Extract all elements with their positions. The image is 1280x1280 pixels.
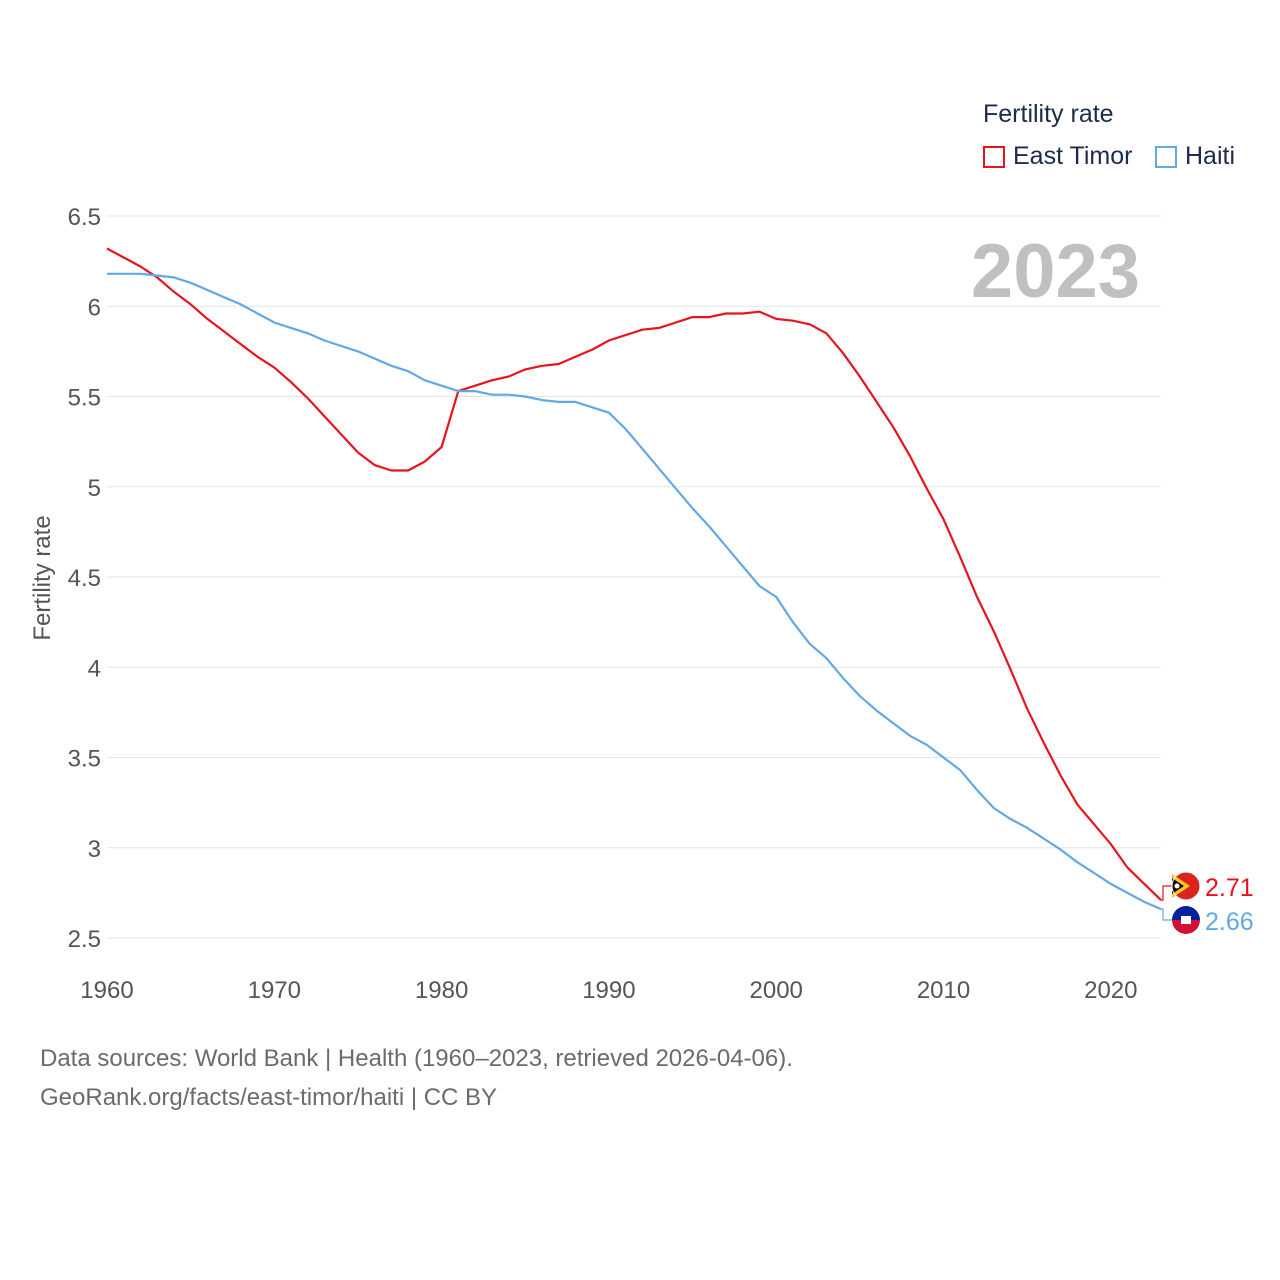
y-tick-label: 3.5 [68, 746, 101, 773]
legend-swatch-east-timor [983, 145, 1005, 168]
y-tick-label: 4.5 [68, 565, 101, 592]
y-tick-label: 2.5 [68, 926, 101, 953]
x-tick-label: 2020 [1084, 977, 1137, 1004]
footer-credit[interactable]: GeoRank.org/facts/east-timor/haiti | CC … [40, 1084, 498, 1111]
end-value-label-haiti: 2.66 [1205, 908, 1254, 936]
end-value-label-east-timor: 2.71 [1205, 874, 1254, 902]
y-tick-label: 3 [88, 836, 101, 863]
legend-title: Fertility rate [983, 100, 1114, 128]
legend-label-east-timor: East Timor [1013, 142, 1133, 170]
x-tick-labels: 1960 1970 1980 1990 2000 2010 2020 [80, 977, 1137, 1004]
series-line-haiti [107, 272, 1162, 911]
x-tick-label: 2000 [750, 977, 803, 1004]
flag-haiti [1172, 906, 1200, 934]
footer-sources: Data sources: World Bank | Health (1960–… [40, 1045, 793, 1072]
x-tick-label: 1990 [582, 977, 635, 1004]
y-tick-label: 6 [88, 294, 101, 321]
y-tick-labels: 2.5 3 3.5 4 4.5 5 5.5 6 6.5 [68, 204, 101, 953]
series-lines [106, 247, 1162, 911]
end-markers: 2.71 2.66 [1161, 871, 1254, 936]
y-axis-label: Fertility rate [29, 515, 56, 641]
y-tick-label: 4 [88, 655, 101, 682]
y-tick-label: 6.5 [68, 204, 101, 231]
y-tick-label: 5.5 [68, 385, 101, 412]
current-year-label: 2023 [970, 229, 1140, 314]
legend-item-east-timor[interactable]: East Timor [983, 142, 1132, 171]
legend-item-haiti[interactable]: Haiti [1155, 142, 1235, 171]
legend-swatch-haiti [1155, 145, 1177, 168]
y-tick-label: 5 [88, 475, 101, 502]
connector-east-timor [1161, 885, 1174, 901]
x-tick-label: 1980 [415, 977, 468, 1004]
legend-label-haiti: Haiti [1185, 142, 1236, 170]
x-tick-label: 1960 [80, 977, 133, 1004]
flag-east-timor [1171, 871, 1201, 901]
x-tick-label: 2010 [917, 977, 970, 1004]
series-line-east-timor [106, 247, 1162, 901]
x-tick-label: 1970 [248, 977, 301, 1004]
grid [107, 215, 1161, 939]
connector-haiti [1161, 908, 1174, 921]
